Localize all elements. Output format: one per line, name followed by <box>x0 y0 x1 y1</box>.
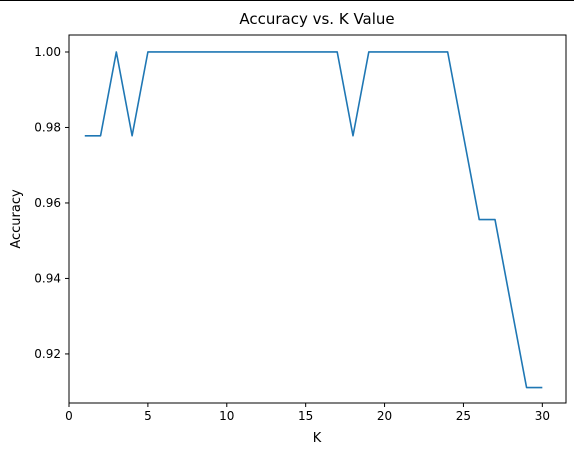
x-axis-ticks: 0 5 10 15 20 25 30 <box>65 403 550 423</box>
x-tick-label: 10 <box>219 409 234 423</box>
y-tick-label: 0.96 <box>34 196 61 210</box>
plot-area <box>68 34 567 404</box>
x-axis-label: K <box>313 431 322 446</box>
x-tick-label: 5 <box>144 409 152 423</box>
y-axis-label: Accuracy <box>9 189 24 249</box>
y-tick-label: 0.92 <box>34 347 61 361</box>
x-tick-label: 20 <box>377 409 392 423</box>
series-line-1 <box>84 51 543 389</box>
y-tick-label: 1.00 <box>34 45 61 59</box>
plot-frame <box>68 34 567 404</box>
top-border-line <box>0 0 574 1</box>
y-tick-label: 0.94 <box>34 271 61 285</box>
chart-title: Accuracy vs. K Value <box>239 10 394 28</box>
x-tick-label: 25 <box>456 409 471 423</box>
y-tick-label: 0.98 <box>34 120 61 134</box>
x-tick-label: 15 <box>298 409 313 423</box>
x-tick-label: 0 <box>65 409 73 423</box>
x-tick-label: 30 <box>535 409 550 423</box>
y-axis-ticks: 0.92 0.94 0.96 0.98 1.00 <box>34 45 69 361</box>
